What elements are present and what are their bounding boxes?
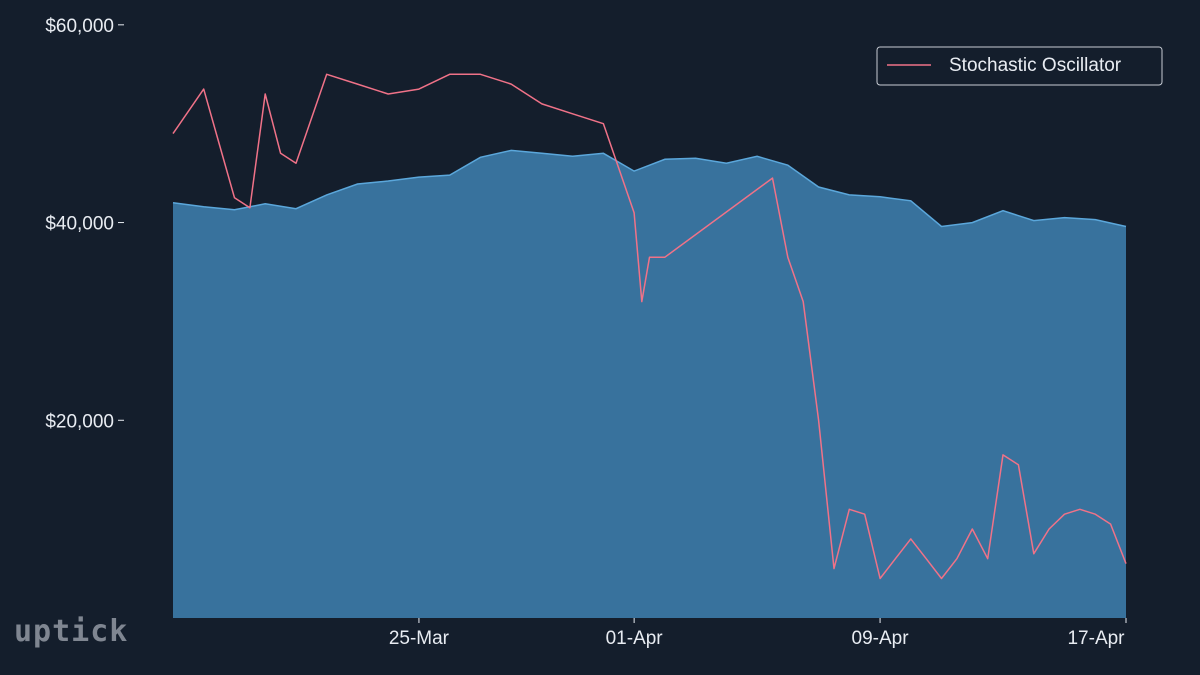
y-tick-label: $60,000 [45, 16, 114, 37]
x-tick-label: 09-Apr [852, 628, 910, 649]
price-area-edge [172, 149, 1127, 228]
y-tick-label: $20,000 [45, 411, 114, 432]
y-axis: $20,000 $40,000 $60,000 [45, 16, 124, 432]
x-tick-label: 17-Apr [1067, 628, 1125, 649]
stochastic-oscillator-line [172, 73, 1127, 580]
price-area-fill [173, 150, 1126, 618]
uptick-logo: uptick [14, 614, 128, 649]
plot-area [172, 73, 1127, 618]
uptick-logo-text: uptick [14, 614, 128, 649]
legend: Stochastic Oscillator [876, 46, 1163, 86]
x-axis: 25-Mar 01-Apr 09-Apr 17-Apr [389, 618, 1127, 649]
x-tick-label: 01-Apr [606, 628, 664, 649]
x-tick-label: 25-Mar [389, 628, 450, 649]
y-tick-label: $40,000 [45, 214, 114, 235]
legend-label-stochastic-oscillator: Stochastic Oscillator [949, 55, 1122, 76]
legend-box [876, 46, 1163, 86]
